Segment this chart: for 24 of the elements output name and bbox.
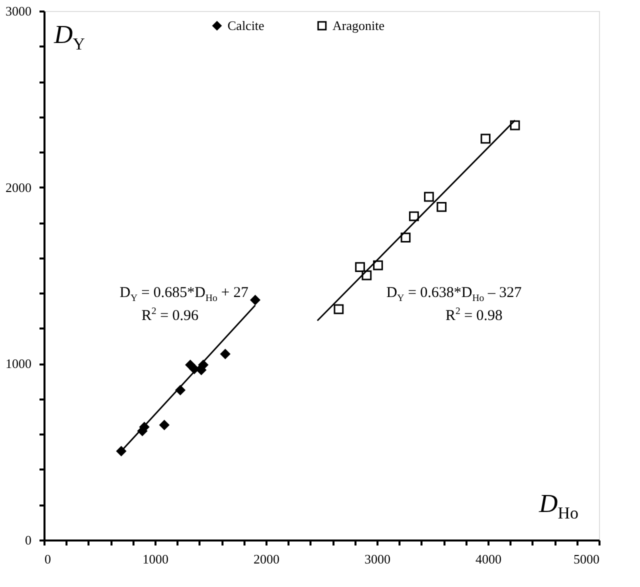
y-tick-label: 0	[25, 532, 32, 548]
point	[480, 134, 490, 144]
point	[250, 295, 260, 305]
y-tick-label: 2000	[6, 180, 32, 195]
y-tick-label: 3000	[6, 4, 32, 18]
x-tick-label: 0	[44, 552, 51, 566]
legend-label: Calcite	[228, 18, 265, 33]
legend-label: Aragonite	[332, 18, 385, 33]
x-tick-label: 5000	[574, 552, 600, 566]
point	[116, 446, 126, 456]
y-tick-label: 1000	[6, 356, 32, 372]
x-tick-label: 1000	[142, 552, 168, 566]
point	[436, 202, 447, 212]
point	[159, 420, 170, 430]
x-tick-label: 4000	[476, 552, 502, 566]
point	[220, 349, 230, 359]
point	[355, 262, 365, 272]
point	[334, 304, 344, 314]
point	[424, 192, 434, 202]
x-tick-label: 3000	[364, 552, 390, 566]
point	[409, 211, 419, 222]
x-tick-label: 2000	[254, 552, 280, 566]
point	[400, 232, 411, 243]
point	[373, 260, 383, 270]
